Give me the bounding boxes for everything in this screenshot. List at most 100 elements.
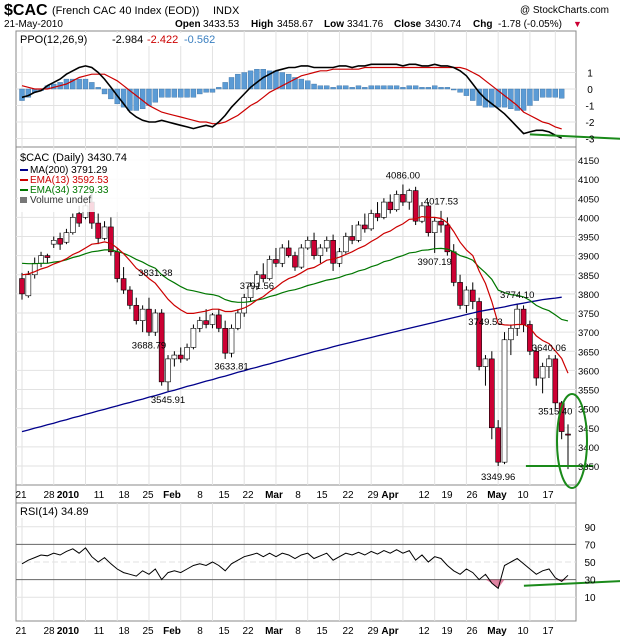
- candle-body: [273, 259, 279, 264]
- ppo-histogram-bar: [216, 87, 222, 90]
- x-tick-label-bottom: 28: [43, 626, 55, 637]
- ppo-histogram-bar: [70, 78, 76, 90]
- x-tick-label: 28: [43, 490, 55, 501]
- ppo-histogram-bar: [241, 72, 247, 90]
- quote-date: 21-May-2010: [4, 19, 63, 30]
- candle-body: [285, 247, 292, 256]
- candle-body: [260, 274, 267, 279]
- ppo-histogram-bar: [108, 88, 114, 100]
- candle-body: [362, 224, 368, 230]
- price-tick-label: 3750: [578, 309, 599, 320]
- ppo-histogram-bar: [25, 88, 32, 98]
- ppo-histogram-bar: [425, 87, 432, 90]
- ppo-legend: PPO(12,26,9) -2.984 -2.422 -0.562: [18, 33, 234, 46]
- x-tick-label-bottom: 22: [242, 626, 254, 637]
- price-label: $CAC (Daily) 3430.74: [20, 152, 127, 164]
- ppo-signal-line: [21, 66, 562, 130]
- x-tick-label: Mar: [265, 490, 283, 501]
- ppo-histogram-bar: [406, 85, 412, 90]
- candle-body: [44, 255, 51, 258]
- rsi-legend: RSI(14) 34.89: [18, 505, 100, 518]
- price-tick-label: 3350: [578, 462, 599, 473]
- candle-body: [469, 289, 476, 302]
- ppo-value-1: -2.984: [112, 34, 143, 46]
- x-tick-label-bottom: 29: [367, 626, 379, 637]
- ppo-value-2: -2.422: [147, 34, 178, 46]
- x-tick-label-bottom: 26: [466, 626, 478, 637]
- x-tick-label-bottom: 2010: [57, 626, 80, 637]
- x-tick-label-bottom: 12: [418, 626, 430, 637]
- ppo-histogram-bar: [412, 85, 419, 90]
- candle-body: [501, 339, 508, 463]
- price-annotation: 3749.53: [468, 317, 502, 328]
- ppo-histogram-bar: [355, 85, 362, 90]
- ppo-histogram-bar: [533, 88, 539, 101]
- ppo-histogram-bar: [362, 87, 368, 90]
- ppo-line: [21, 63, 563, 139]
- candle-body: [533, 350, 540, 379]
- candle-body: [120, 278, 127, 291]
- candle-body: [489, 358, 495, 429]
- x-tick-label: 26: [466, 490, 478, 501]
- x-tick-label: Apr: [381, 490, 398, 501]
- price-annotation: 3688.79: [132, 340, 166, 351]
- x-tick-label-bottom: Apr: [381, 626, 398, 637]
- price-annotation: 3545.91: [151, 395, 185, 406]
- candle-body: [292, 255, 298, 268]
- x-tick-label-bottom: 17: [542, 626, 554, 637]
- x-tick-label-bottom: 8: [295, 626, 301, 637]
- candle-body: [209, 314, 216, 325]
- ppo-histogram-bar: [292, 77, 298, 90]
- ppo-histogram-bar: [133, 88, 139, 111]
- rsi-legend-bg: [18, 505, 100, 518]
- candle-body: [101, 226, 108, 239]
- candle-body: [311, 240, 317, 256]
- candle-body: [482, 358, 489, 367]
- candle-body: [317, 247, 324, 256]
- candle-body: [552, 358, 559, 404]
- chg-label: Chg: [473, 19, 492, 30]
- candle-body: [19, 278, 25, 295]
- price-tick-label: 3600: [578, 366, 599, 377]
- x-tick-label-bottom: 19: [441, 626, 453, 637]
- ppo-histogram-bar: [393, 85, 400, 90]
- candle-body: [323, 240, 330, 249]
- candle-body: [152, 312, 159, 333]
- candle-body: [76, 213, 82, 224]
- x-tick-label: 11: [94, 490, 105, 501]
- ema13-line: [21, 215, 569, 374]
- candle-body: [368, 213, 374, 230]
- price-tick-label: 3550: [578, 386, 599, 397]
- ppo-histogram-bar: [120, 88, 127, 108]
- ppo-histogram-bar: [266, 70, 273, 90]
- candle-body: [196, 320, 203, 329]
- symbol-title: $CAC: [4, 2, 48, 19]
- x-tick-label-bottom: 10: [517, 626, 529, 637]
- candle-body: [419, 205, 425, 222]
- candle-body: [165, 358, 171, 383]
- candle-body: [146, 308, 152, 333]
- ppo-histogram-bar: [476, 88, 482, 106]
- ppo-histogram-bar: [451, 88, 457, 91]
- rsi-tick-label: 10: [584, 593, 596, 604]
- close-value: 3430.74: [425, 19, 462, 30]
- price-tick-label: 3900: [578, 252, 599, 263]
- candle-body: [57, 238, 63, 245]
- candle-body: [514, 308, 521, 329]
- volume-legend: Volume undef: [30, 195, 91, 206]
- candle-body: [69, 217, 76, 233]
- rsi-line: [21, 547, 569, 590]
- x-tick-label: 22: [242, 490, 254, 501]
- ppo-histogram-bar: [158, 88, 165, 98]
- ppo-histogram-bar: [520, 88, 527, 111]
- candle-body: [381, 201, 387, 218]
- x-tick-label: 10: [517, 490, 529, 501]
- price-annotation: 4086.00: [386, 170, 420, 181]
- candle-body: [349, 236, 355, 241]
- ppo-histogram-bar: [235, 73, 241, 90]
- ppo-histogram-bar: [298, 78, 305, 90]
- x-tick-label: 8: [295, 490, 301, 501]
- candle-body: [400, 194, 406, 203]
- candle-body: [342, 236, 349, 253]
- candle-body: [184, 347, 190, 360]
